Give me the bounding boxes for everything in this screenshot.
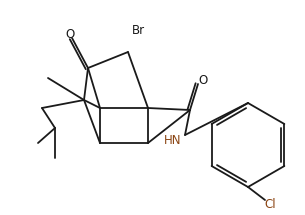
- Text: O: O: [198, 75, 208, 88]
- Text: O: O: [65, 29, 75, 41]
- Text: Br: Br: [131, 23, 145, 37]
- Text: Cl: Cl: [264, 198, 276, 210]
- Text: HN: HN: [164, 134, 182, 146]
